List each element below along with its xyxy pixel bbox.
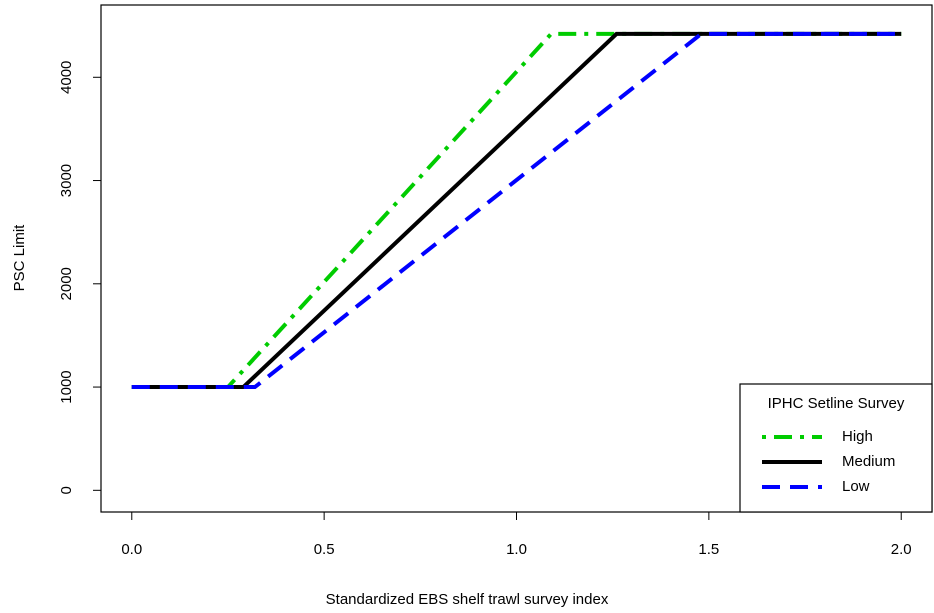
- legend-box: [739, 383, 933, 513]
- y-tick-label: 0: [58, 486, 75, 494]
- x-axis-label: Standardized EBS shelf trawl survey inde…: [326, 591, 609, 608]
- y-tick-label: 1000: [58, 370, 75, 403]
- x-tick-label: 0.0: [121, 541, 142, 558]
- data-line: [131, 31, 902, 390]
- y-tick-label: 3000: [58, 164, 75, 197]
- legend: IPHC Setline Survey High Medium Low: [739, 383, 933, 513]
- legend-label: Medium: [842, 453, 895, 470]
- x-tick-label: 0.5: [314, 541, 335, 558]
- legend-title: IPHC Setline Survey: [768, 395, 905, 412]
- data-line: [131, 31, 902, 390]
- legend-label: High: [842, 428, 873, 445]
- data-line: [131, 31, 902, 390]
- y-tick-label: 2000: [58, 267, 75, 300]
- x-tick-label: 1.0: [506, 541, 527, 558]
- legend-label: Low: [842, 478, 870, 495]
- x-tick-label: 2.0: [891, 541, 912, 558]
- y-tick-label: 4000: [58, 61, 75, 94]
- x-tick-label: 1.5: [698, 541, 719, 558]
- y-axis-label: PSC Limit: [11, 224, 28, 292]
